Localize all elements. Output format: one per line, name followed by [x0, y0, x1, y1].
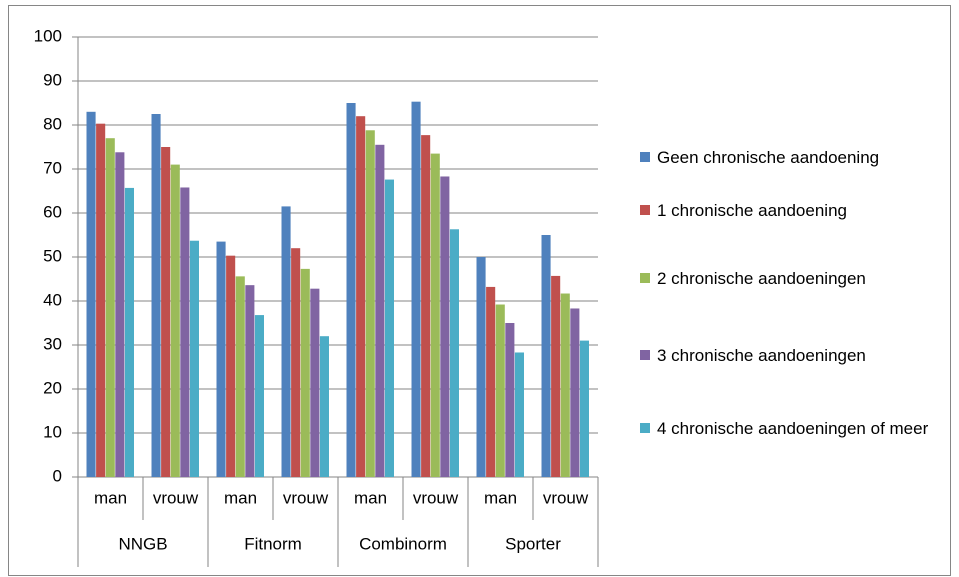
- x-tick-label: vrouw: [413, 488, 459, 507]
- x-tick-label: man: [224, 488, 257, 507]
- group-label: NNGB: [118, 534, 167, 553]
- y-tick-label: 90: [43, 70, 62, 89]
- bar: [310, 288, 320, 477]
- bar: [254, 315, 264, 477]
- bar: [115, 152, 125, 477]
- bar: [86, 111, 96, 478]
- bar: [430, 153, 440, 477]
- bar: [170, 164, 180, 477]
- bar: [180, 187, 190, 478]
- bar: [579, 340, 589, 477]
- x-tick-label: man: [484, 488, 517, 507]
- bar: [105, 138, 115, 477]
- bar: [449, 229, 459, 477]
- y-tick-label: 30: [43, 334, 62, 353]
- y-tick-label: 0: [53, 466, 62, 485]
- legend-swatch: [640, 273, 650, 283]
- x-tick-label: man: [354, 488, 387, 507]
- bar: [476, 257, 486, 477]
- y-tick-label: 100: [34, 26, 62, 45]
- bar: [541, 235, 551, 477]
- bar: [421, 135, 431, 477]
- group-label: Combinorm: [359, 534, 447, 553]
- bar: [346, 103, 356, 477]
- bar: [440, 176, 450, 478]
- bar: [570, 308, 580, 477]
- legend-label: 2 chronische aandoeningen: [657, 268, 866, 288]
- bar: [551, 275, 561, 477]
- legend-label: Geen chronische aandoening: [657, 147, 880, 167]
- bar: [245, 285, 255, 477]
- bar: [300, 268, 310, 477]
- x-tick-label: vrouw: [543, 488, 589, 507]
- legend-swatch: [640, 152, 650, 162]
- legend-label: 3 chronische aandoeningen: [657, 345, 866, 365]
- legend-label: 4 chronische aandoeningen of meer: [657, 418, 929, 438]
- legend-swatch: [640, 423, 650, 433]
- group-label: Sporter: [505, 534, 561, 553]
- bar: [560, 293, 570, 477]
- bar: [226, 255, 236, 477]
- y-tick-label: 40: [43, 290, 62, 309]
- y-tick-label: 50: [43, 246, 62, 265]
- legend-swatch: [640, 350, 650, 360]
- bar: [235, 276, 245, 477]
- bar: [486, 286, 496, 477]
- bar: [319, 336, 329, 477]
- bar: [495, 304, 505, 477]
- x-tick-label: man: [94, 488, 127, 507]
- y-tick-label: 60: [43, 202, 62, 221]
- bar: [216, 241, 226, 477]
- bar: [514, 352, 524, 477]
- x-tick-label: vrouw: [283, 488, 329, 507]
- legend-label: 1 chronische aandoening: [657, 200, 847, 220]
- bar: [356, 116, 366, 477]
- y-tick-label: 20: [43, 378, 62, 397]
- bar: [124, 187, 134, 478]
- bar: [291, 248, 301, 477]
- bar: [375, 144, 385, 478]
- bar: [505, 323, 515, 477]
- y-tick-label: 70: [43, 158, 62, 177]
- bar: [161, 147, 171, 477]
- x-tick-label: vrouw: [153, 488, 199, 507]
- bar: [411, 101, 421, 478]
- bar: [384, 179, 394, 477]
- bar: [281, 206, 291, 477]
- bar: [365, 130, 375, 477]
- group-label: Fitnorm: [244, 534, 302, 553]
- legend-swatch: [640, 205, 650, 215]
- chart-border: [8, 5, 951, 576]
- bar: [96, 123, 106, 478]
- bar: [151, 114, 161, 477]
- bar: [189, 240, 199, 477]
- y-tick-label: 80: [43, 114, 62, 133]
- y-tick-label: 10: [43, 422, 62, 441]
